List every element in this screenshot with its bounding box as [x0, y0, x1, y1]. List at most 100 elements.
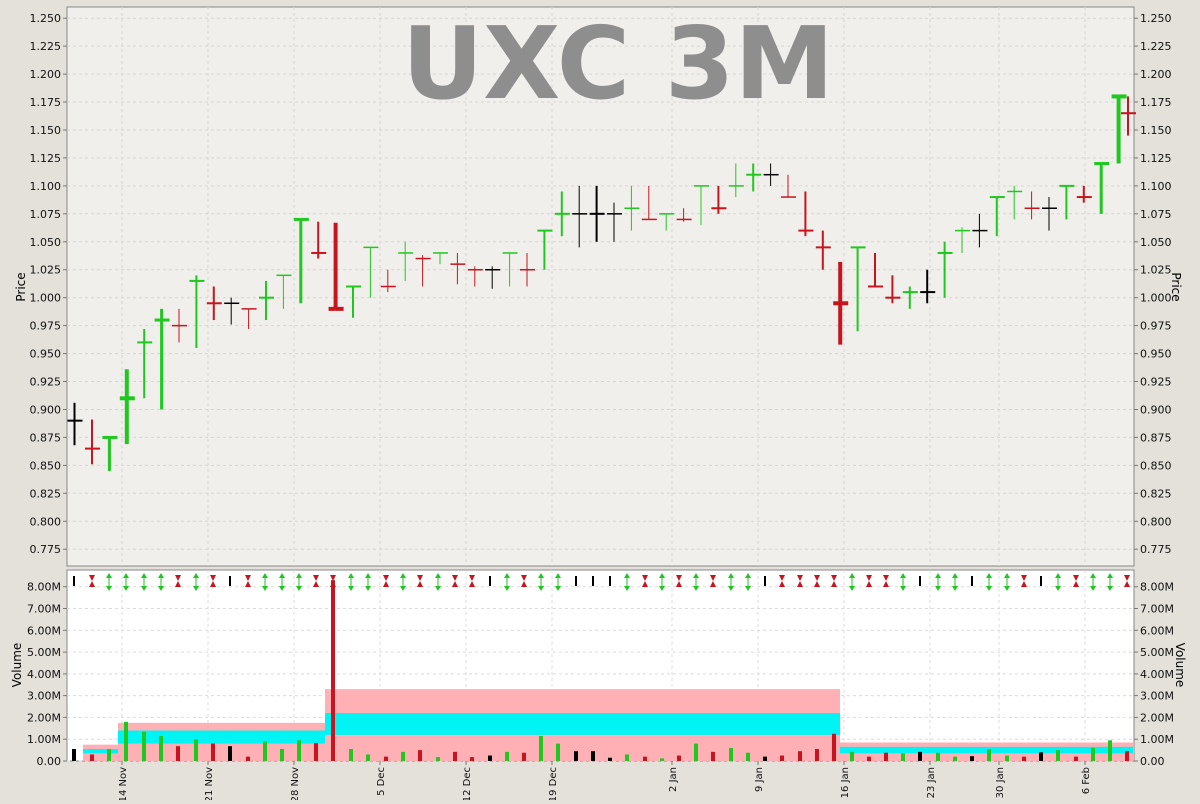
direction-arrow-up	[1055, 573, 1061, 578]
volume-bar	[1039, 752, 1043, 761]
volume-bar	[418, 750, 422, 761]
direction-arrow-down	[986, 586, 992, 591]
ohlc-bar	[1059, 184, 1075, 220]
direction-arrow-down	[1107, 586, 1113, 591]
price-tick-label: 0.975	[1140, 320, 1172, 333]
volume-bar	[884, 752, 888, 761]
price-tick-label: 0.875	[30, 431, 62, 444]
direction-arrow-down	[348, 586, 354, 591]
direction-arrow-up	[175, 581, 181, 587]
volume-bar	[280, 749, 284, 761]
direction-arrow-up	[1090, 573, 1096, 578]
volume-bar	[608, 757, 612, 761]
date-tick-label: 21 Nov	[204, 767, 215, 800]
ohlc-bar	[520, 252, 535, 287]
date-tick-label: 5 Dec	[376, 767, 387, 796]
price-tick-label: 0.775	[1140, 543, 1172, 556]
ohlc-bar	[972, 213, 988, 248]
price-bars	[67, 94, 1136, 471]
volume-bar	[918, 751, 922, 761]
direction-arrow-up	[452, 581, 458, 587]
direction-arrow-up	[624, 573, 630, 578]
price-tick-label: 1.050	[1140, 236, 1172, 249]
ohlc-bar	[102, 435, 118, 471]
direction-arrow-down	[175, 575, 181, 581]
ohlc-bar	[137, 328, 153, 399]
direction-arrow-down	[365, 586, 371, 591]
volume-bar	[798, 751, 802, 761]
volume-tick-label: 3.00M	[27, 690, 61, 703]
direction-arrow-down	[1090, 586, 1096, 591]
volume-tick-label: 4.00M	[1140, 668, 1174, 681]
direction-arrow-up	[555, 573, 561, 578]
price-tick-label: 0.800	[30, 515, 62, 528]
volume-bar	[1108, 740, 1112, 761]
ohlc-bar	[746, 163, 762, 192]
ohlc-bar	[798, 191, 814, 237]
direction-arrow-up	[1124, 581, 1130, 587]
volume-bar	[522, 752, 526, 761]
direction-arrow-down	[779, 575, 785, 581]
date-tick-label: 19 Dec	[548, 767, 559, 800]
direction-arrow-down	[504, 586, 510, 591]
direction-arrow-down	[210, 575, 216, 581]
volume-bar	[832, 733, 836, 761]
volume-bar	[470, 757, 474, 761]
ohlc-bar	[763, 163, 779, 186]
ohlc-bar	[537, 229, 553, 270]
ohlc-bar	[607, 202, 622, 242]
date-tick-label: 6 Feb	[1081, 767, 1092, 794]
ohlc-bar	[363, 246, 379, 298]
direction-arrow-up	[866, 581, 872, 587]
direction-arrow-down	[313, 575, 319, 581]
volume-bar	[142, 731, 146, 761]
direction-arrow-down	[883, 575, 889, 581]
ohlc-bar	[346, 285, 361, 318]
price-tick-label: 1.025	[1140, 264, 1172, 277]
volume-bar	[263, 741, 267, 761]
ohlc-bar	[415, 255, 431, 287]
date-axis-ticks: 14 Nov 21 Nov 28 Nov 5 Dec 12 Dec 19 Dec 2 Jan…	[118, 761, 1092, 802]
volume-band-inner	[118, 730, 325, 744]
price-tick-label: 1.125	[30, 152, 62, 165]
direction-arrow-down	[797, 575, 803, 581]
ohlc-bar	[1121, 96, 1136, 136]
price-tick-label: 0.850	[30, 459, 62, 472]
volume-bands	[83, 689, 1133, 761]
ohlc-bar	[311, 221, 327, 259]
ohlc-bar	[206, 286, 222, 321]
ohlc-bar	[293, 217, 309, 304]
volume-bar	[436, 757, 440, 761]
direction-arrow-up	[849, 573, 855, 578]
direction-arrow-up	[676, 581, 682, 587]
direction-arrow-up	[365, 573, 371, 578]
direction-arrow-down	[624, 586, 630, 591]
volume-band-inner	[83, 749, 118, 754]
ohlc-bar	[67, 402, 83, 446]
volume-bar	[246, 756, 250, 761]
volume-bar	[729, 747, 733, 761]
direction-arrow-down	[831, 575, 837, 581]
volume-bar	[453, 751, 457, 761]
ohlc-bar	[380, 269, 396, 293]
direction-arrow-up	[831, 581, 837, 587]
direction-arrow-down	[849, 586, 855, 591]
date-tick-label: 23 Jan	[926, 767, 937, 798]
direction-arrow-down	[693, 586, 699, 591]
ohlc-bar	[694, 185, 709, 226]
volume-bar	[228, 746, 232, 761]
direction-arrow-down	[245, 575, 251, 581]
direction-arrow-up	[348, 573, 354, 578]
direction-arrow-up	[417, 581, 423, 587]
price-tick-label: 1.225	[30, 40, 62, 53]
direction-arrow-up	[330, 581, 336, 587]
volume-bar	[297, 740, 301, 761]
volume-bar	[850, 751, 854, 761]
price-tick-label: 1.175	[30, 96, 62, 109]
direction-arrow-up	[935, 573, 941, 578]
ohlc-bar	[1024, 191, 1040, 220]
direction-arrow-up	[779, 581, 785, 587]
direction-arrow-down	[710, 575, 716, 581]
